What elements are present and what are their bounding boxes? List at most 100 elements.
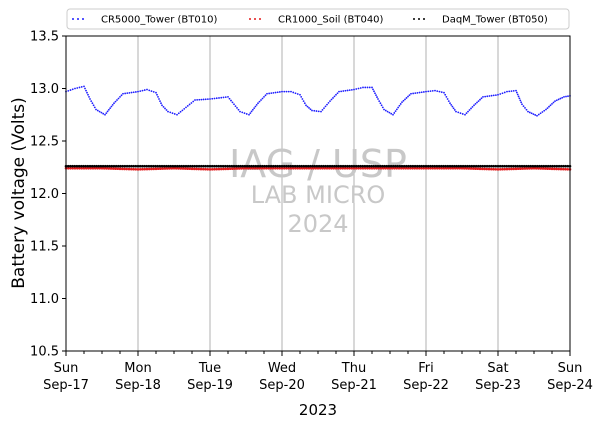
data-point bbox=[527, 110, 529, 113]
data-point bbox=[177, 167, 180, 170]
data-point bbox=[233, 167, 237, 170]
data-point bbox=[243, 112, 246, 115]
data-point bbox=[422, 91, 425, 93]
data-point bbox=[378, 164, 382, 168]
data-point bbox=[213, 97, 216, 100]
data-point bbox=[501, 92, 504, 95]
data-point bbox=[167, 164, 170, 168]
data-point bbox=[453, 167, 457, 170]
data-point bbox=[313, 164, 317, 168]
data-point bbox=[219, 164, 223, 168]
data-point bbox=[431, 167, 435, 170]
data-point bbox=[536, 114, 538, 117]
data-point bbox=[343, 164, 347, 168]
data-point bbox=[260, 99, 262, 101]
data-point bbox=[261, 164, 264, 168]
data-point bbox=[96, 167, 99, 170]
data-point bbox=[388, 167, 392, 170]
data-point bbox=[476, 167, 480, 171]
data-point bbox=[460, 167, 464, 170]
data-point bbox=[159, 100, 161, 102]
data-point bbox=[376, 164, 380, 168]
data-point bbox=[470, 164, 474, 168]
data-point bbox=[237, 164, 240, 168]
data-point bbox=[357, 164, 360, 168]
data-point bbox=[256, 164, 260, 168]
data-point bbox=[325, 167, 329, 170]
data-point bbox=[455, 164, 458, 168]
data-point bbox=[443, 91, 445, 94]
data-point bbox=[561, 96, 564, 99]
data-point bbox=[250, 164, 253, 168]
data-point bbox=[88, 96, 90, 98]
data-point bbox=[404, 98, 406, 101]
data-point bbox=[312, 167, 315, 170]
data-point bbox=[537, 167, 540, 170]
data-point bbox=[93, 167, 97, 170]
data-point bbox=[255, 167, 259, 170]
y-tick-label: 11.0 bbox=[30, 292, 59, 307]
data-point bbox=[204, 98, 207, 101]
data-point bbox=[132, 91, 135, 94]
data-point bbox=[543, 167, 547, 170]
data-point bbox=[355, 88, 358, 90]
data-point bbox=[512, 89, 515, 92]
x-tick-date: Sep-19 bbox=[187, 378, 233, 393]
data-point bbox=[395, 167, 399, 170]
data-point bbox=[300, 164, 303, 168]
data-point bbox=[182, 164, 186, 168]
data-point bbox=[420, 91, 423, 94]
data-point bbox=[141, 89, 144, 92]
data-point bbox=[258, 164, 262, 168]
data-point bbox=[276, 164, 279, 168]
data-point bbox=[125, 164, 129, 168]
data-point bbox=[565, 95, 567, 98]
data-point bbox=[110, 105, 113, 108]
data-point bbox=[156, 93, 158, 96]
data-point bbox=[311, 109, 313, 112]
data-point bbox=[69, 89, 72, 91]
data-point bbox=[143, 89, 146, 91]
data-point bbox=[452, 107, 455, 110]
data-point bbox=[324, 105, 327, 108]
data-point bbox=[181, 167, 185, 170]
data-point bbox=[234, 105, 237, 107]
data-point bbox=[109, 107, 112, 110]
data-point bbox=[269, 167, 273, 170]
data-point bbox=[69, 167, 72, 170]
data-point bbox=[350, 88, 353, 91]
data-point bbox=[415, 164, 419, 168]
data-point bbox=[208, 164, 212, 168]
data-point bbox=[119, 164, 122, 168]
data-point bbox=[295, 164, 299, 168]
data-point bbox=[505, 164, 509, 168]
data-point bbox=[501, 167, 504, 171]
data-point bbox=[134, 167, 138, 171]
data-point bbox=[282, 167, 286, 170]
data-point bbox=[240, 167, 243, 170]
data-point bbox=[487, 164, 491, 168]
data-point bbox=[84, 164, 87, 168]
data-point bbox=[103, 164, 107, 168]
data-point bbox=[411, 167, 414, 170]
data-point bbox=[405, 164, 408, 168]
data-point bbox=[559, 167, 563, 171]
data-point bbox=[398, 104, 401, 107]
data-point bbox=[298, 167, 302, 170]
data-point bbox=[397, 167, 401, 170]
data-point bbox=[461, 113, 464, 115]
watermark-line-1: IAG / USP bbox=[229, 142, 407, 186]
data-point bbox=[315, 164, 319, 168]
data-point bbox=[457, 111, 460, 114]
data-point bbox=[498, 164, 502, 168]
data-point bbox=[444, 164, 447, 168]
data-point bbox=[204, 167, 207, 171]
data-point bbox=[161, 167, 165, 170]
data-point bbox=[525, 164, 528, 168]
data-point bbox=[511, 164, 515, 168]
data-point bbox=[380, 104, 383, 107]
grid-lines bbox=[137, 36, 499, 351]
data-point bbox=[531, 164, 535, 168]
data-point bbox=[453, 164, 456, 168]
data-point bbox=[183, 167, 187, 170]
